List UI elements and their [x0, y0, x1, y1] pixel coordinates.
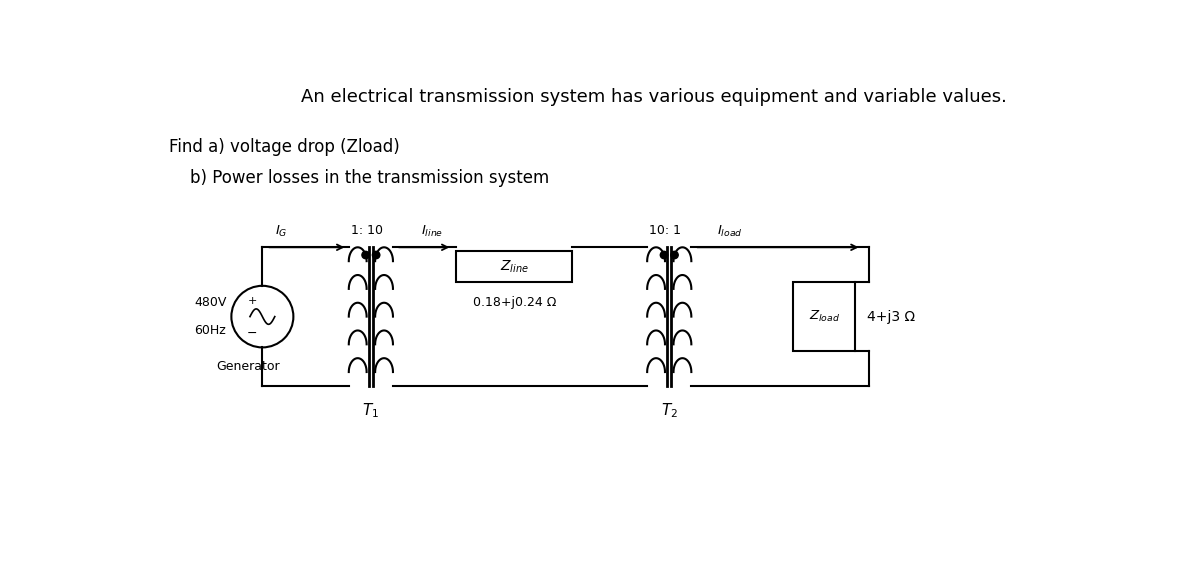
Text: $I_G$: $I_G$: [276, 225, 288, 239]
Text: $T_2$: $T_2$: [661, 401, 678, 420]
Text: $Z_{load}$: $Z_{load}$: [809, 309, 840, 324]
Circle shape: [660, 252, 667, 259]
Text: 480V: 480V: [194, 296, 227, 309]
Text: 10: 1: 10: 1: [649, 224, 682, 237]
Text: 4+j3 Ω: 4+j3 Ω: [866, 309, 916, 324]
Circle shape: [372, 252, 380, 259]
Text: $I_{line}$: $I_{line}$: [421, 225, 443, 239]
Text: Generator: Generator: [216, 360, 280, 373]
Text: 1: 10: 1: 10: [352, 224, 383, 237]
Text: +: +: [247, 296, 257, 306]
Circle shape: [362, 252, 370, 259]
Text: 60Hz: 60Hz: [194, 324, 226, 337]
Circle shape: [671, 252, 678, 259]
Text: $T_1$: $T_1$: [362, 401, 379, 420]
Text: An electrical transmission system has various equipment and variable values.: An electrical transmission system has va…: [301, 88, 1007, 106]
Text: −: −: [247, 327, 258, 340]
Bar: [793, 282, 856, 351]
Text: Find a) voltage drop (Zload): Find a) voltage drop (Zload): [169, 138, 400, 156]
Bar: [456, 251, 572, 282]
Text: b) Power losses in the transmission system: b) Power losses in the transmission syst…: [169, 169, 550, 187]
Text: $I_{load}$: $I_{load}$: [718, 225, 743, 239]
Text: $Z_{line}$: $Z_{line}$: [499, 259, 529, 275]
Text: 0.18+j0.24 Ω: 0.18+j0.24 Ω: [473, 296, 556, 309]
